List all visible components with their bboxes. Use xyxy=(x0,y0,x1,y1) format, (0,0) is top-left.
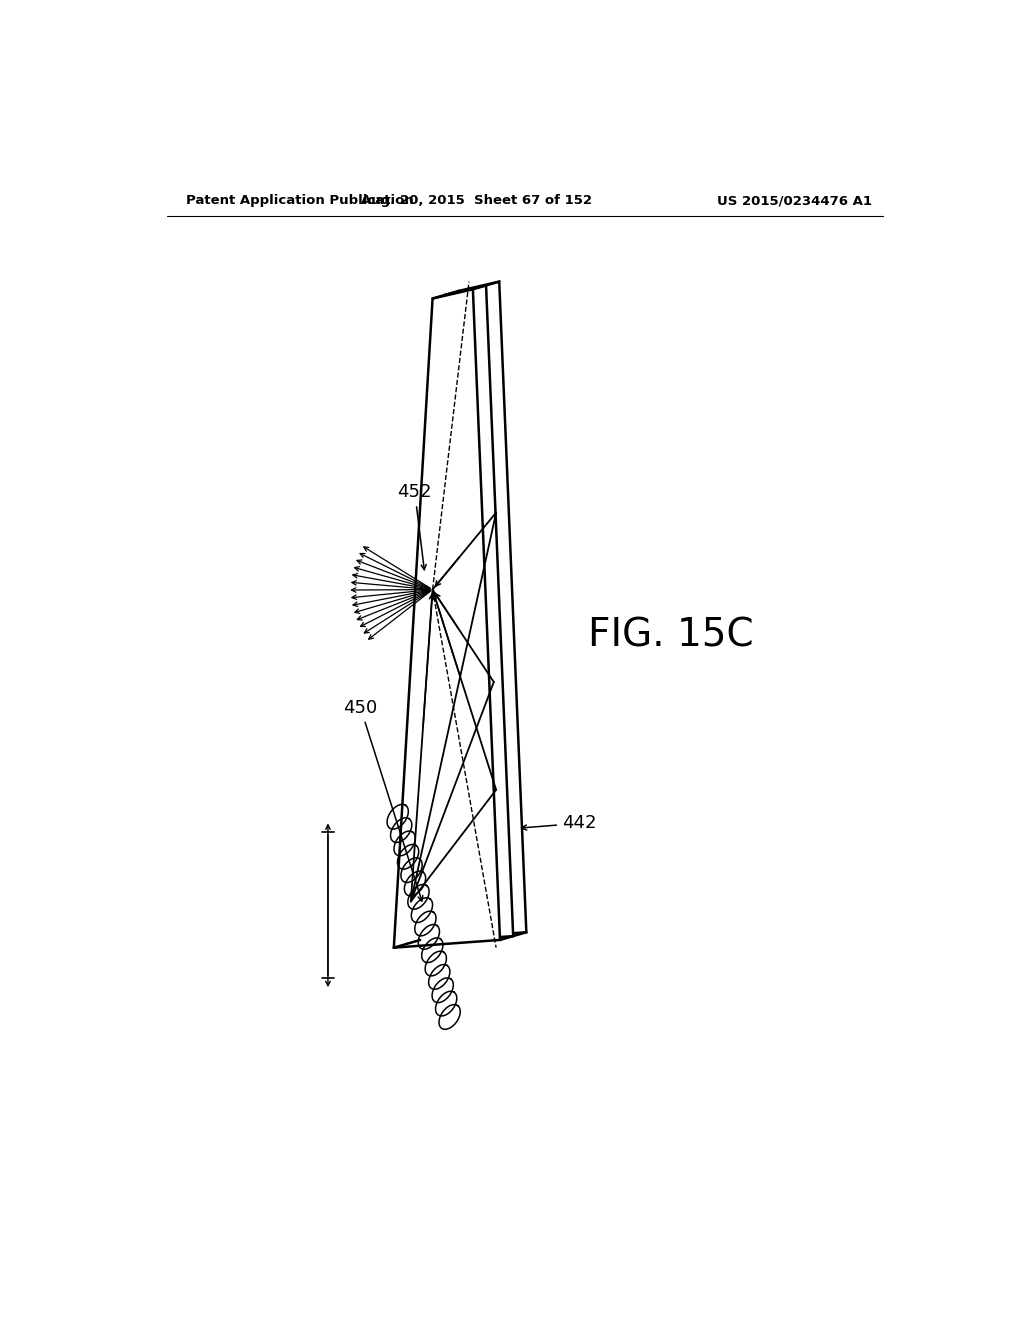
Polygon shape xyxy=(407,285,513,944)
Text: Aug. 20, 2015  Sheet 67 of 152: Aug. 20, 2015 Sheet 67 of 152 xyxy=(361,194,592,207)
Text: US 2015/0234476 A1: US 2015/0234476 A1 xyxy=(717,194,872,207)
Text: 450: 450 xyxy=(343,698,423,902)
Polygon shape xyxy=(420,281,526,940)
Polygon shape xyxy=(394,289,500,948)
Text: 442: 442 xyxy=(521,814,597,833)
Text: 452: 452 xyxy=(397,483,432,570)
Text: Patent Application Publication: Patent Application Publication xyxy=(186,194,414,207)
Text: FIG. 15C: FIG. 15C xyxy=(588,616,754,655)
